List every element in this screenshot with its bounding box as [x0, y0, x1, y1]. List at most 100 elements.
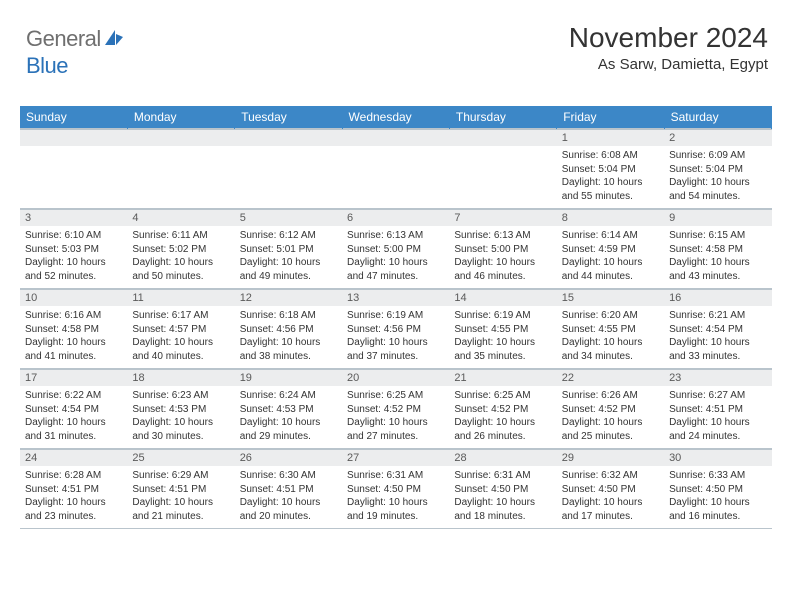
day-number: 10	[20, 289, 127, 306]
sunrise-text: Sunrise: 6:31 AM	[454, 469, 551, 483]
calendar-day-cell: 18Sunrise: 6:23 AMSunset: 4:53 PMDayligh…	[127, 369, 234, 449]
sunset-text: Sunset: 4:51 PM	[132, 483, 229, 497]
day-number: 21	[449, 369, 556, 386]
calendar-day-cell: 28Sunrise: 6:31 AMSunset: 4:50 PMDayligh…	[449, 449, 556, 529]
day-number: 1	[557, 129, 664, 146]
calendar-day-cell: 26Sunrise: 6:30 AMSunset: 4:51 PMDayligh…	[235, 449, 342, 529]
calendar-week-row: 3Sunrise: 6:10 AMSunset: 5:03 PMDaylight…	[20, 209, 772, 289]
calendar-page: General Blue November 2024 As Sarw, Dami…	[0, 0, 792, 612]
day-content: Sunrise: 6:22 AMSunset: 4:54 PMDaylight:…	[20, 386, 127, 447]
day-content: Sunrise: 6:08 AMSunset: 5:04 PMDaylight:…	[557, 146, 664, 207]
calendar-grid: Sunday Monday Tuesday Wednesday Thursday…	[20, 106, 772, 529]
sunset-text: Sunset: 5:00 PM	[347, 243, 444, 257]
calendar-day-cell: 14Sunrise: 6:19 AMSunset: 4:55 PMDayligh…	[449, 289, 556, 369]
day-content	[127, 146, 234, 198]
day-number	[127, 129, 234, 146]
day-number: 18	[127, 369, 234, 386]
calendar-table: Sunday Monday Tuesday Wednesday Thursday…	[20, 106, 772, 529]
sunrise-text: Sunrise: 6:17 AM	[132, 309, 229, 323]
sunset-text: Sunset: 4:50 PM	[562, 483, 659, 497]
daylight-text: Daylight: 10 hours and 30 minutes.	[132, 416, 229, 443]
calendar-day-cell: 19Sunrise: 6:24 AMSunset: 4:53 PMDayligh…	[235, 369, 342, 449]
day-number: 20	[342, 369, 449, 386]
day-number: 11	[127, 289, 234, 306]
daylight-text: Daylight: 10 hours and 34 minutes.	[562, 336, 659, 363]
sunset-text: Sunset: 4:55 PM	[454, 323, 551, 337]
day-content: Sunrise: 6:10 AMSunset: 5:03 PMDaylight:…	[20, 226, 127, 287]
sunset-text: Sunset: 4:54 PM	[669, 323, 766, 337]
day-content: Sunrise: 6:20 AMSunset: 4:55 PMDaylight:…	[557, 306, 664, 367]
day-content: Sunrise: 6:14 AMSunset: 4:59 PMDaylight:…	[557, 226, 664, 287]
day-content: Sunrise: 6:32 AMSunset: 4:50 PMDaylight:…	[557, 466, 664, 527]
day-number: 2	[664, 129, 771, 146]
sunrise-text: Sunrise: 6:27 AM	[669, 389, 766, 403]
day-number: 7	[449, 209, 556, 226]
day-content: Sunrise: 6:12 AMSunset: 5:01 PMDaylight:…	[235, 226, 342, 287]
day-content: Sunrise: 6:19 AMSunset: 4:56 PMDaylight:…	[342, 306, 449, 367]
sail-icon	[103, 27, 125, 53]
calendar-day-cell: 17Sunrise: 6:22 AMSunset: 4:54 PMDayligh…	[20, 369, 127, 449]
daylight-text: Daylight: 10 hours and 50 minutes.	[132, 256, 229, 283]
logo: General Blue	[26, 26, 125, 79]
weekday-header: Friday	[557, 106, 664, 129]
day-number: 3	[20, 209, 127, 226]
sunset-text: Sunset: 5:03 PM	[25, 243, 122, 257]
sunrise-text: Sunrise: 6:12 AM	[240, 229, 337, 243]
sunset-text: Sunset: 4:55 PM	[562, 323, 659, 337]
day-number: 19	[235, 369, 342, 386]
weekday-header: Wednesday	[342, 106, 449, 129]
sunset-text: Sunset: 4:50 PM	[669, 483, 766, 497]
calendar-day-cell: 20Sunrise: 6:25 AMSunset: 4:52 PMDayligh…	[342, 369, 449, 449]
day-number: 24	[20, 449, 127, 466]
calendar-day-cell	[127, 129, 234, 209]
calendar-day-cell: 12Sunrise: 6:18 AMSunset: 4:56 PMDayligh…	[235, 289, 342, 369]
day-number: 13	[342, 289, 449, 306]
sunset-text: Sunset: 4:54 PM	[25, 403, 122, 417]
calendar-day-cell: 24Sunrise: 6:28 AMSunset: 4:51 PMDayligh…	[20, 449, 127, 529]
day-content: Sunrise: 6:31 AMSunset: 4:50 PMDaylight:…	[449, 466, 556, 527]
calendar-week-row: 10Sunrise: 6:16 AMSunset: 4:58 PMDayligh…	[20, 289, 772, 369]
sunrise-text: Sunrise: 6:32 AM	[562, 469, 659, 483]
calendar-week-row: 1Sunrise: 6:08 AMSunset: 5:04 PMDaylight…	[20, 129, 772, 209]
logo-word-1: General	[26, 26, 101, 51]
day-content: Sunrise: 6:17 AMSunset: 4:57 PMDaylight:…	[127, 306, 234, 367]
calendar-day-cell: 11Sunrise: 6:17 AMSunset: 4:57 PMDayligh…	[127, 289, 234, 369]
sunset-text: Sunset: 4:52 PM	[454, 403, 551, 417]
calendar-day-cell	[449, 129, 556, 209]
calendar-day-cell: 9Sunrise: 6:15 AMSunset: 4:58 PMDaylight…	[664, 209, 771, 289]
calendar-day-cell: 21Sunrise: 6:25 AMSunset: 4:52 PMDayligh…	[449, 369, 556, 449]
sunset-text: Sunset: 4:52 PM	[562, 403, 659, 417]
sunrise-text: Sunrise: 6:29 AM	[132, 469, 229, 483]
sunrise-text: Sunrise: 6:26 AM	[562, 389, 659, 403]
daylight-text: Daylight: 10 hours and 31 minutes.	[25, 416, 122, 443]
calendar-day-cell	[342, 129, 449, 209]
daylight-text: Daylight: 10 hours and 18 minutes.	[454, 496, 551, 523]
daylight-text: Daylight: 10 hours and 25 minutes.	[562, 416, 659, 443]
logo-word-2: Blue	[26, 53, 68, 78]
sunrise-text: Sunrise: 6:19 AM	[454, 309, 551, 323]
daylight-text: Daylight: 10 hours and 47 minutes.	[347, 256, 444, 283]
weekday-header: Monday	[127, 106, 234, 129]
day-number	[342, 129, 449, 146]
day-content: Sunrise: 6:29 AMSunset: 4:51 PMDaylight:…	[127, 466, 234, 527]
sunrise-text: Sunrise: 6:24 AM	[240, 389, 337, 403]
sunrise-text: Sunrise: 6:13 AM	[347, 229, 444, 243]
sunset-text: Sunset: 4:51 PM	[669, 403, 766, 417]
day-content: Sunrise: 6:25 AMSunset: 4:52 PMDaylight:…	[449, 386, 556, 447]
day-number	[235, 129, 342, 146]
day-content: Sunrise: 6:30 AMSunset: 4:51 PMDaylight:…	[235, 466, 342, 527]
sunset-text: Sunset: 4:57 PM	[132, 323, 229, 337]
sunrise-text: Sunrise: 6:25 AM	[454, 389, 551, 403]
daylight-text: Daylight: 10 hours and 26 minutes.	[454, 416, 551, 443]
calendar-week-row: 17Sunrise: 6:22 AMSunset: 4:54 PMDayligh…	[20, 369, 772, 449]
sunset-text: Sunset: 4:52 PM	[347, 403, 444, 417]
sunrise-text: Sunrise: 6:20 AM	[562, 309, 659, 323]
sunrise-text: Sunrise: 6:13 AM	[454, 229, 551, 243]
day-content: Sunrise: 6:16 AMSunset: 4:58 PMDaylight:…	[20, 306, 127, 367]
calendar-day-cell: 1Sunrise: 6:08 AMSunset: 5:04 PMDaylight…	[557, 129, 664, 209]
day-content: Sunrise: 6:26 AMSunset: 4:52 PMDaylight:…	[557, 386, 664, 447]
sunset-text: Sunset: 4:50 PM	[347, 483, 444, 497]
day-number	[449, 129, 556, 146]
calendar-day-cell	[235, 129, 342, 209]
sunset-text: Sunset: 5:04 PM	[562, 163, 659, 177]
